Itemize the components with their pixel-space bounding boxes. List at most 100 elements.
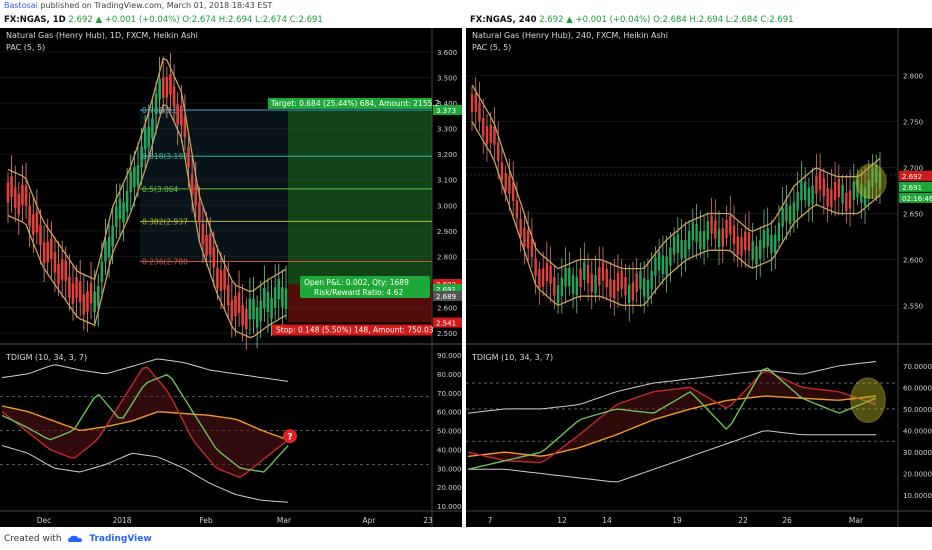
- candle-body: [511, 182, 515, 201]
- candle-body: [111, 225, 115, 247]
- left-chart-panel[interactable]: 3.600 3.500 3.400 3.300 3.200 3.100 3.000 2.900…: [0, 28, 462, 527]
- price-tick-label: 3.500: [437, 75, 457, 83]
- candle-body: [508, 175, 511, 194]
- candle-body: [230, 300, 234, 321]
- osc-upper-band: [467, 361, 877, 414]
- candle-body: [46, 241, 50, 263]
- date-tick-label: 26: [782, 516, 792, 525]
- candle-body: [474, 93, 477, 112]
- candle-body: [504, 172, 507, 192]
- right-chart-svg: 2.800 2.750 2.700 2.650 2.600 2.550 70.0000 60.…: [466, 28, 932, 527]
- price-tick-label: 2.800: [903, 73, 923, 81]
- candle-body: [590, 273, 593, 293]
- price-tick-label: 2.700: [903, 165, 923, 173]
- pnl-label: Open P&L: 0.002, Qty: 1689: [304, 278, 409, 287]
- candle-body: [187, 146, 190, 168]
- candle-body: [650, 270, 653, 290]
- candle-body: [497, 142, 500, 161]
- candle-body: [31, 214, 35, 235]
- price-tag: 2.691: [902, 184, 922, 192]
- candle-body: [17, 194, 21, 215]
- highlight-circle-osc: [850, 377, 886, 424]
- left-quote: 2.692 ▲ +0.001 (+0.04%) O:2.674 H:2.694 …: [68, 15, 323, 25]
- osc-orange-line: [1, 405, 289, 441]
- candle-body: [788, 205, 792, 225]
- candle-body: [13, 187, 17, 208]
- candle-body: [115, 206, 118, 227]
- target-label: Target: 0.684 (25.44%) 684, Amount: 2155…: [270, 99, 440, 108]
- candle-body: [523, 227, 526, 247]
- candle-body: [800, 181, 803, 201]
- osc-tick-label: 40.0000: [903, 428, 932, 436]
- candle-body: [270, 298, 273, 319]
- candle-body: [702, 230, 706, 250]
- candle-body: [176, 104, 179, 125]
- tradingview-brand[interactable]: TradingView: [89, 534, 152, 544]
- candle-body: [470, 93, 474, 113]
- right-chart-panel[interactable]: 2.800 2.750 2.700 2.650 2.600 2.550 70.0000 60.…: [466, 28, 932, 527]
- candle-body: [568, 267, 571, 287]
- author-link[interactable]: Bastosai: [4, 1, 38, 10]
- osc-upper-band: [1, 358, 289, 382]
- right-title: Natural Gas (Henry Hub), 240, FXCM, Heik…: [472, 31, 668, 40]
- candle-body: [237, 292, 241, 313]
- osc-green-line: [1, 373, 289, 473]
- publish-text: published on TradingView.com, March 01, …: [37, 1, 273, 10]
- question-marker: [283, 429, 297, 444]
- pac-upper-line: [471, 84, 881, 270]
- candle-body: [71, 283, 75, 304]
- left-symbol-line: FX:NGAS, 1D 2.692 ▲ +0.001 (+0.04%) O:2.…: [4, 13, 323, 27]
- pac-upper-line: [7, 57, 287, 293]
- candle-body: [519, 219, 522, 238]
- candle-body: [631, 282, 635, 301]
- price-tag-bg: [433, 278, 462, 289]
- candle-body: [64, 260, 68, 281]
- price-tag: 2.692: [902, 173, 922, 181]
- osc-tick-label: 60.0000: [437, 409, 462, 417]
- candle-body: [560, 277, 564, 297]
- right-symbol-line: FX:NGAS, 240 2.692 ▲ +0.001 (+0.04%) O:2…: [470, 13, 794, 27]
- candle-body: [28, 206, 31, 227]
- date-tick-label: Mar: [849, 516, 864, 525]
- candle-body: [553, 277, 556, 296]
- price-tick-label: 3.300: [437, 126, 457, 134]
- fib-label: 0.382(2.937: [142, 217, 188, 226]
- left-osc-legend: TDIGM (10, 34, 3, 7): [6, 353, 88, 362]
- price-tick-label: 2.800: [437, 253, 457, 261]
- candle-body: [78, 281, 82, 303]
- price-tick-label: 3.100: [437, 177, 457, 185]
- candle-body: [624, 277, 627, 296]
- candle-body: [676, 234, 680, 253]
- candle-body: [639, 271, 642, 290]
- candle-body: [93, 291, 96, 313]
- fib-label: 0.5(3.064: [142, 185, 179, 194]
- price-tag: 02:16:46: [902, 195, 932, 203]
- candle-body: [50, 238, 53, 259]
- publish-info: Bastosai published on TradingView.com, M…: [0, 0, 932, 12]
- price-tag-bg: [433, 317, 462, 328]
- osc-tick-label: 80.0000: [437, 371, 462, 379]
- target-zone: [288, 109, 432, 284]
- candle-body: [100, 261, 104, 283]
- price-tick-label: 3.200: [437, 151, 457, 159]
- price-tag-bg: [433, 104, 462, 115]
- rr-label: Risk/Reward Ratio: 4.62: [314, 288, 403, 297]
- candle-body: [665, 256, 668, 275]
- left-title: Natural Gas (Henry Hub), 1D, FXCM, Heiki…: [6, 31, 198, 40]
- candle-body: [53, 252, 57, 273]
- candle-body: [605, 268, 608, 288]
- price-tag-bg: [899, 170, 932, 181]
- candle-body: [86, 291, 89, 312]
- price-tag-bg: [899, 192, 932, 203]
- osc-lower-band: [468, 430, 876, 483]
- candle-body: [89, 282, 93, 304]
- candle-body: [583, 261, 586, 280]
- candle-body: [777, 222, 781, 242]
- candle-body: [281, 286, 284, 308]
- candle-body: [860, 184, 863, 203]
- candle-body: [759, 240, 762, 259]
- candle-body: [687, 230, 691, 250]
- candle-body: [226, 285, 230, 306]
- question-marker-text: ?: [287, 433, 292, 443]
- price-tick-label: 2.600: [903, 256, 923, 264]
